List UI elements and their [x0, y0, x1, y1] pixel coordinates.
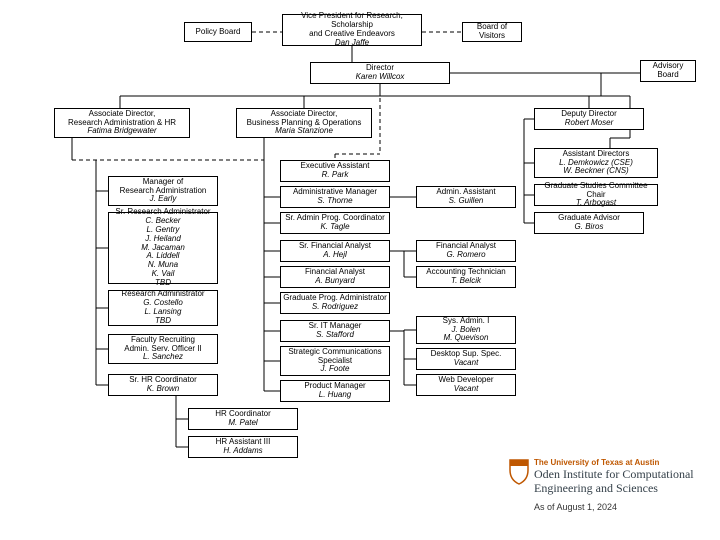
org-box-name: L. Demkowicz (CSE) W. Beckner (CNS) [559, 159, 633, 177]
org-box-title: Policy Board [196, 28, 241, 37]
org-box-name: R. Park [322, 171, 349, 180]
org-box-deputy: Deputy DirectorRobert Moser [534, 108, 644, 130]
org-box-name: Robert Moser [565, 119, 613, 128]
org-box-grad_chair: Graduate Studies Committee ChairT. Arbog… [534, 184, 658, 206]
org-box-prod_mgr: Product ManagerL. Huang [280, 380, 390, 402]
org-box-title: Faculty Recruiting Admin. Serv. Officer … [124, 336, 202, 354]
org-box-ra: Research AdministratorG. Costello L. Lan… [108, 290, 218, 326]
org-box-name: T. Arbogast [576, 199, 616, 208]
org-box-name: S. Thorne [317, 197, 352, 206]
org-box-sr_hr: Sr. HR CoordinatorK. Brown [108, 374, 218, 396]
org-box-name: Maria Stanzione [275, 127, 333, 136]
org-box-fac_rec: Faculty Recruiting Admin. Serv. Officer … [108, 334, 218, 364]
org-box-name: J. Foote [321, 365, 350, 374]
org-box-exec_asst: Executive AssistantR. Park [280, 160, 390, 182]
org-box-name: L. Huang [319, 391, 351, 400]
org-chart: The University of Texas at Austin Oden I… [0, 0, 720, 540]
org-box-name: A. Hejl [323, 251, 347, 260]
org-box-title: Strategic Communications Specialist [288, 348, 381, 366]
org-box-sr_prog: Sr. Admin Prog. CoordinatorK. Tagle [280, 212, 390, 234]
org-box-adir_hr: Associate Director, Research Administrat… [54, 108, 190, 138]
shield-icon [508, 458, 530, 486]
org-box-title: Advisory Board [653, 62, 684, 80]
org-box-mgr_ra: Manager of Research AdministrationJ. Ear… [108, 176, 218, 206]
org-box-title: Vice President for Research, Scholarship… [285, 12, 419, 38]
org-box-desk_sup: Desktop Sup. Spec.Vacant [416, 348, 516, 370]
org-box-name: K. Brown [147, 385, 179, 394]
org-box-sr_it: Sr. IT ManagerS. Stafford [280, 320, 390, 342]
org-box-acct_tech: Accounting TechnicianT. Belcik [416, 266, 516, 288]
org-box-admin_mgr: Administrative ManagerS. Thorne [280, 186, 390, 208]
org-box-name: A. Bunyard [315, 277, 355, 286]
org-box-web_dev: Web DeveloperVacant [416, 374, 516, 396]
org-box-adir_ops: Associate Director, Business Planning & … [236, 108, 372, 138]
org-box-title: Associate Director, Business Planning & … [247, 110, 362, 128]
org-box-name: Vacant [454, 359, 479, 368]
org-box-name: G. Costello L. Lansing TBD [143, 299, 183, 325]
org-box-grad_prog: Graduate Prog. AdministratorS. Rodriguez [280, 292, 390, 314]
org-box-name: G. Romero [446, 251, 485, 260]
logo-institute: Oden Institute for Computational Enginee… [534, 468, 694, 496]
org-box-title: Manager of Research Administration [120, 178, 207, 196]
logo-university: The University of Texas at Austin [534, 458, 659, 467]
org-box-name: S. Guillen [449, 197, 484, 206]
org-box-title: Associate Director, Research Administrat… [68, 110, 176, 128]
org-box-name: Vacant [454, 385, 479, 394]
org-box-name: J. Early [150, 195, 177, 204]
org-box-name: K. Tagle [320, 223, 349, 232]
org-box-hr_coord: HR CoordinatorM. Patel [188, 408, 298, 430]
org-box-name: Fatima Bridgewater [87, 127, 156, 136]
org-box-name: T. Belcik [451, 277, 481, 286]
org-box-name: Karen Willcox [356, 73, 405, 82]
org-box-title: Board of Visitors [477, 23, 507, 41]
org-box-director: DirectorKaren Willcox [310, 62, 450, 84]
org-box-asst_dirs: Assistant DirectorsL. Demkowicz (CSE) W.… [534, 148, 658, 178]
org-box-name: G. Biros [575, 223, 604, 232]
org-box-sys_admin: Sys. Admin. IJ. Bolen M. Quevison [416, 316, 516, 344]
org-box-fin: Financial AnalystA. Bunyard [280, 266, 390, 288]
org-box-sr_fin: Sr. Financial AnalystA. Hejl [280, 240, 390, 262]
org-box-name: Dan Jaffe [335, 39, 369, 48]
org-box-sr_ra: Sr. Research AdministratorC. Becker L. G… [108, 212, 218, 284]
org-box-hr_asst3: HR Assistant IIIH. Addams [188, 436, 298, 458]
org-box-name: L. Sanchez [143, 353, 183, 362]
org-box-name: S. Rodriguez [312, 303, 358, 312]
org-box-title: Graduate Studies Committee Chair [537, 182, 655, 200]
org-box-name: S. Stafford [316, 331, 354, 340]
org-box-policy: Policy Board [184, 22, 252, 42]
org-box-name: M. Patel [228, 419, 257, 428]
org-box-advisory: Advisory Board [640, 60, 696, 82]
org-box-name: J. Bolen M. Quevison [444, 326, 489, 344]
org-box-vp: Vice President for Research, Scholarship… [282, 14, 422, 46]
org-box-visitors: Board of Visitors [462, 22, 522, 42]
org-box-comm: Strategic Communications SpecialistJ. Fo… [280, 346, 390, 376]
org-box-fin_analyst: Financial AnalystG. Romero [416, 240, 516, 262]
as-of-date: As of August 1, 2024 [534, 502, 617, 512]
org-box-name: C. Becker L. Gentry J. Heiland M. Jacama… [141, 217, 185, 287]
org-box-admin_asst: Admin. AssistantS. Guillen [416, 186, 516, 208]
org-box-grad_adv: Graduate AdvisorG. Biros [534, 212, 644, 234]
org-box-name: H. Addams [223, 447, 262, 456]
